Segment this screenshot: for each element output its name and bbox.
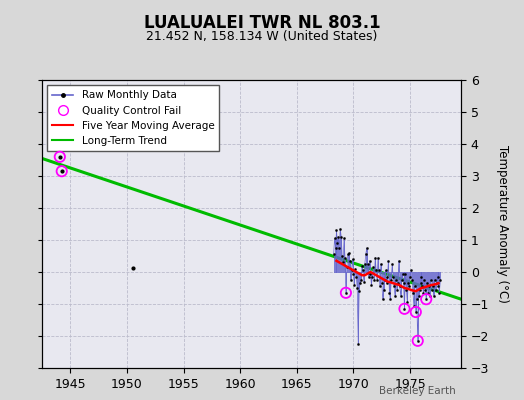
Text: LUALUALEI TWR NL 803.1: LUALUALEI TWR NL 803.1	[144, 14, 380, 32]
Point	[412, 309, 420, 315]
Point	[413, 338, 422, 344]
Point	[342, 290, 350, 296]
Point	[56, 154, 64, 160]
Y-axis label: Temperature Anomaly (°C): Temperature Anomaly (°C)	[496, 145, 509, 303]
Text: 21.452 N, 158.134 W (United States): 21.452 N, 158.134 W (United States)	[146, 30, 378, 43]
Point	[58, 168, 66, 174]
Text: Berkeley Earth: Berkeley Earth	[379, 386, 456, 396]
Point	[422, 296, 430, 302]
Legend: Raw Monthly Data, Quality Control Fail, Five Year Moving Average, Long-Term Tren: Raw Monthly Data, Quality Control Fail, …	[47, 85, 220, 151]
Point	[400, 306, 409, 312]
